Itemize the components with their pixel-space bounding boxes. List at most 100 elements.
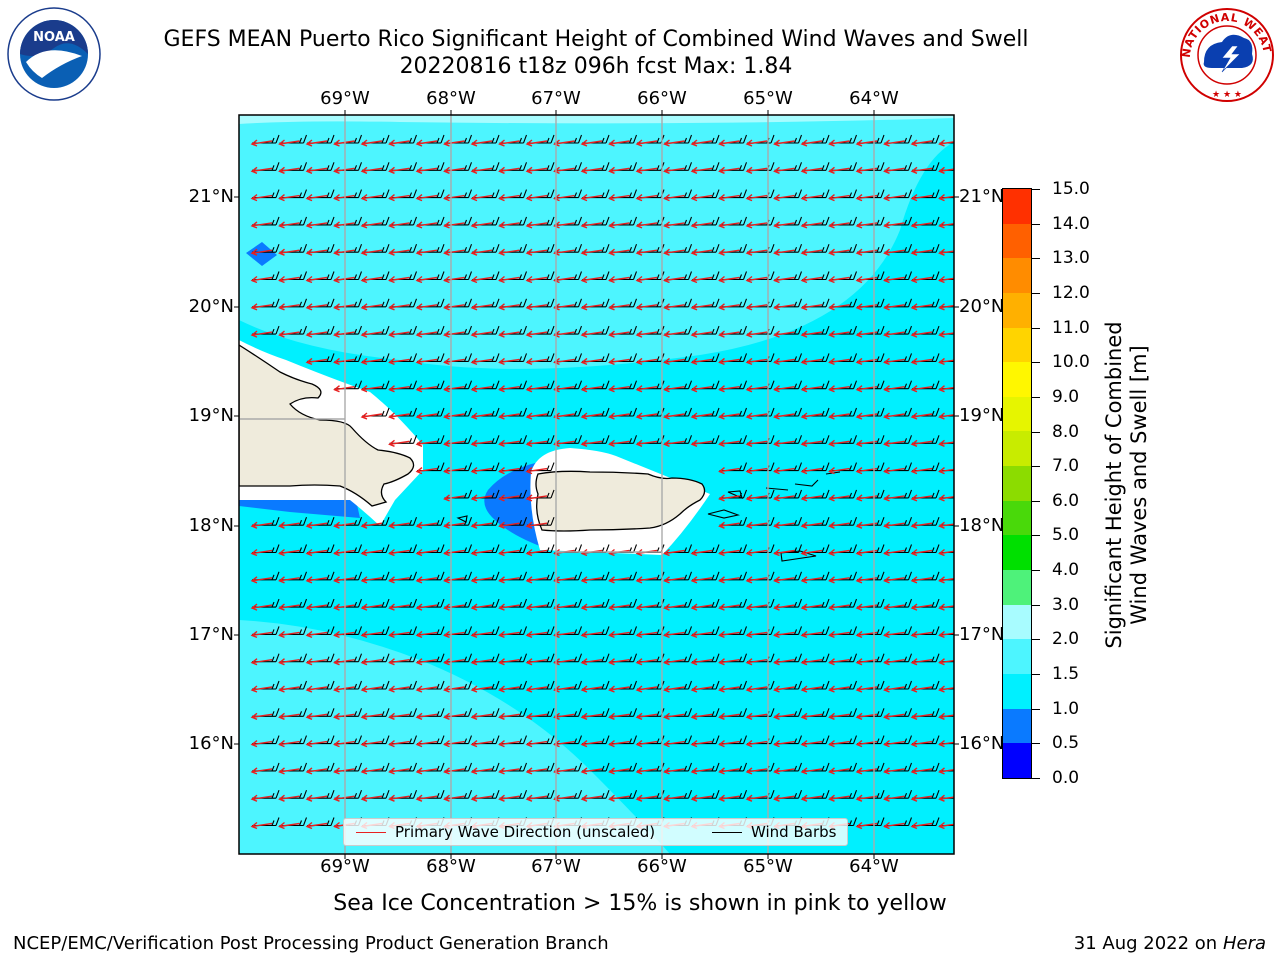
wave-direction-arrowhead [608, 794, 615, 802]
wave-direction-arrow [361, 386, 383, 391]
wind-barb-feather [683, 792, 688, 799]
wind-barb-feather [821, 465, 825, 471]
wave-direction-arrowhead [388, 139, 395, 147]
wave-direction-arrowhead [800, 767, 808, 775]
wind-barb-feather [577, 544, 583, 553]
sea-field-0.5-1-small [246, 242, 277, 266]
wind-barb-feather [381, 301, 385, 308]
wave-direction-arrowhead [305, 794, 313, 802]
wave-direction-arrow [389, 140, 410, 145]
wave-direction-arrow [774, 386, 795, 391]
wave-direction-arrowhead [883, 740, 890, 748]
wave-direction-arrowhead [910, 603, 918, 611]
wave-direction-arrow [829, 167, 850, 172]
wind-barb-feather [683, 574, 688, 581]
colorbar-segment [1003, 292, 1031, 328]
wind-barb-feather [852, 517, 858, 526]
wind-barb-feather [353, 656, 358, 662]
wave-direction-arrowhead [415, 630, 423, 639]
wave-direction-arrow [251, 631, 273, 637]
wind-barb-feather [546, 629, 550, 635]
wave-direction-arrowhead [910, 821, 918, 830]
wave-direction-arrow [416, 413, 438, 418]
wind-barb-feather [711, 683, 715, 690]
wave-direction-arrow [251, 549, 273, 555]
colorbar-tick [1032, 535, 1040, 537]
wave-direction-arrow [774, 631, 795, 637]
lat-label-left: 17°N [188, 624, 234, 645]
wind-barb-feather [518, 601, 523, 608]
wave-direction-arrowhead [773, 385, 780, 393]
wind-barb-feather [797, 489, 803, 499]
wind-barb-feather [302, 517, 308, 526]
wave-direction-arrow [554, 768, 575, 773]
wave-direction-arrowhead [690, 630, 698, 639]
wind-barb-feather [935, 462, 940, 471]
wave-direction-arrow [389, 631, 410, 637]
wave-direction-arrowhead [690, 275, 698, 284]
wave-direction-arrowhead [443, 221, 450, 229]
wind-barb-feather [408, 711, 413, 717]
wind-barb-feather [463, 574, 468, 581]
wind-barb-feather [463, 274, 468, 280]
wave-direction-arrowhead [800, 576, 808, 584]
wind-barb-feather [907, 735, 913, 744]
wave-direction-arrowhead [443, 412, 450, 420]
wind-barb-feather [275, 244, 280, 253]
wave-direction-arrowhead [388, 439, 395, 447]
wind-barb-feather [742, 462, 748, 471]
wind-barb-feather [605, 134, 610, 144]
wave-direction-arrowhead [278, 767, 285, 775]
wave-direction-arrow [939, 632, 954, 637]
wind-barb-feather [412, 162, 418, 171]
wind-barb-feather [935, 244, 940, 253]
wave-direction-arrow [361, 549, 383, 555]
wave-direction-arrowhead [443, 139, 450, 147]
wave-direction-arrow [636, 768, 658, 773]
wave-direction-arrow [471, 249, 493, 254]
wave-direction-arrowhead [388, 740, 395, 748]
wind-barb-feather [518, 738, 523, 744]
wind-barb-feather [683, 683, 688, 690]
wave-direction-arrowhead [828, 494, 835, 502]
wind-barb-feather [408, 410, 413, 417]
wave-direction-arrow [416, 358, 438, 364]
wind-barb-feather [573, 165, 578, 171]
wind-barb-feather [573, 328, 578, 335]
wave-direction-arrowhead [663, 740, 670, 748]
wind-barb-feather [495, 598, 500, 608]
wind-barb-feather [408, 547, 413, 553]
wave-direction-arrow [444, 304, 465, 309]
wind-barb-feather [931, 656, 935, 662]
wave-direction-arrowhead [938, 712, 945, 720]
wave-direction-arrowhead [470, 275, 478, 284]
wave-direction-arrowhead [470, 166, 478, 174]
wind-barb-feather [770, 626, 775, 635]
wave-direction-arrow [389, 522, 410, 527]
wave-direction-arrow [554, 222, 575, 227]
wind-barb-feather [440, 162, 445, 171]
wind-barb-feather [903, 192, 908, 198]
wave-direction-arrow [691, 713, 713, 718]
wave-direction-arrowhead [333, 794, 340, 802]
wind-barb-feather [770, 708, 775, 717]
wave-direction-arrowhead [250, 303, 258, 311]
wind-barb-feather [825, 790, 830, 799]
wave-direction-arrow [801, 194, 823, 200]
wind-barb-feather [522, 626, 528, 635]
wind-barb-feather [711, 356, 715, 362]
wind-barb-feather [385, 680, 390, 690]
wind-barb-feather [821, 328, 825, 335]
wave-direction-arrowhead [250, 740, 258, 748]
colorbar-tick [1032, 708, 1040, 710]
wind-barb-feather [964, 545, 967, 553]
wind-barb-feather [738, 192, 743, 198]
wind-barb-feather [683, 438, 688, 444]
wind-barb-feather [738, 574, 743, 581]
lat-label-left: 20°N [188, 296, 234, 317]
wave-direction-arrow [801, 659, 823, 664]
wind-barb-feather [903, 137, 908, 144]
wind-barb-feather [546, 765, 550, 772]
wave-direction-arrow [581, 140, 603, 145]
wind-barb-feather [381, 328, 385, 335]
